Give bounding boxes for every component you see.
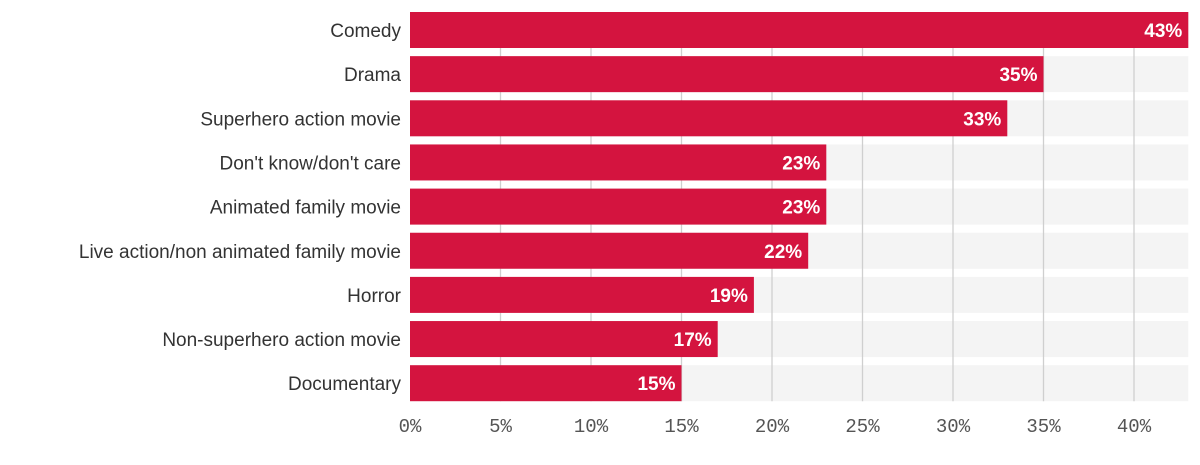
category-label: Superhero action movie — [200, 109, 401, 130]
x-tick-label: 25% — [845, 416, 880, 438]
x-tick-label: 0% — [399, 416, 422, 438]
bar — [410, 12, 1189, 48]
value-label: 43% — [1144, 21, 1182, 42]
bar — [410, 100, 1008, 137]
category-label: Animated family movie — [210, 198, 401, 219]
value-label: 15% — [637, 374, 675, 395]
x-tick-label: 35% — [1026, 416, 1061, 438]
category-label: Live action/non animated family movie — [79, 242, 401, 263]
category-label: Don't know/don't care — [219, 153, 401, 174]
value-label: 23% — [782, 198, 820, 219]
bar — [410, 365, 682, 402]
value-label: 23% — [782, 153, 820, 174]
bar — [410, 56, 1044, 93]
x-tick-label: 40% — [1117, 416, 1152, 438]
bar — [410, 232, 809, 269]
category-label: Non-superhero action movie — [162, 330, 401, 351]
bar — [410, 321, 718, 358]
value-label: 22% — [764, 242, 802, 263]
value-label: 19% — [710, 286, 748, 307]
x-tick-label: 30% — [936, 416, 971, 438]
category-label: Drama — [344, 65, 401, 86]
bar — [410, 144, 827, 181]
x-tick-label: 10% — [574, 416, 609, 438]
x-tick-label: 5% — [489, 416, 512, 438]
category-label: Horror — [347, 286, 402, 307]
value-label: 33% — [963, 109, 1001, 130]
bar — [410, 276, 754, 313]
bar — [410, 188, 827, 225]
category-label: Comedy — [330, 21, 401, 42]
x-tick-label: 20% — [755, 416, 790, 438]
category-label: Documentary — [288, 374, 401, 395]
x-tick-label: 15% — [664, 416, 699, 438]
value-label: 17% — [674, 330, 712, 351]
value-label: 35% — [999, 65, 1037, 86]
